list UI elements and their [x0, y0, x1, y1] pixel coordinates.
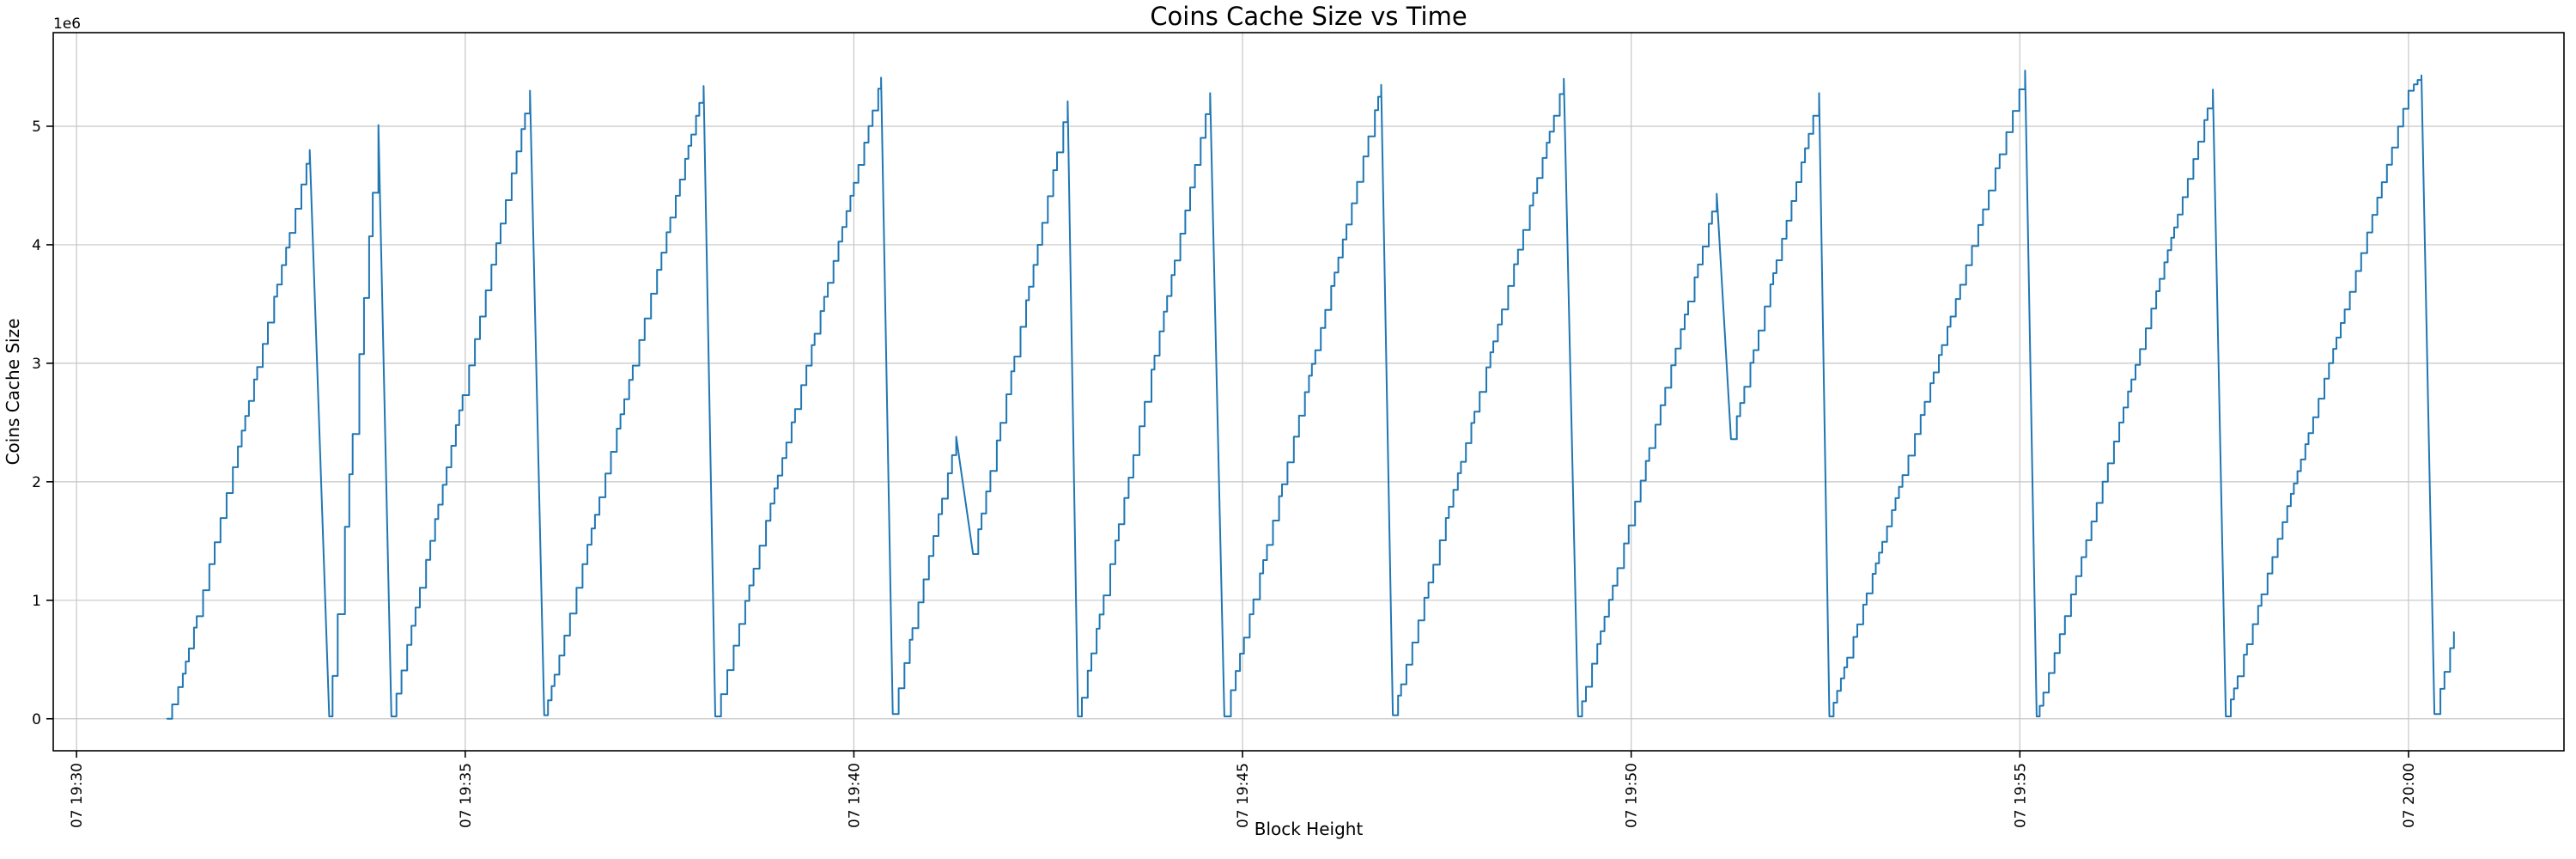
x-tick-label: 07 19:35: [458, 763, 475, 828]
y-tick-label: 3: [32, 356, 41, 373]
y-axis-label: Coins Cache Size: [3, 319, 23, 466]
y-axis-offset-label: 1e6: [53, 15, 81, 33]
x-tick-label: 07 19:40: [846, 763, 863, 828]
tick-layer: [46, 125, 2409, 758]
y-tick-label: 4: [32, 237, 41, 254]
y-tick-label: 1: [32, 593, 41, 610]
x-tick-label: 07 20:00: [2401, 763, 2418, 828]
x-tick-label: 07 19:30: [69, 763, 86, 828]
x-tick-label: 07 19:50: [1624, 763, 1641, 828]
chart-title: Coins Cache Size vs Time: [1150, 2, 1467, 31]
coins-cache-size-line: [166, 70, 2455, 720]
y-tick-label: 5: [32, 119, 41, 136]
grid-layer: [53, 33, 2564, 751]
x-tick-label: 07 19:55: [2012, 763, 2029, 828]
y-tick-label: 0: [32, 711, 41, 728]
x-tick-label: 07 19:45: [1235, 763, 1252, 828]
x-axis-label: Block Height: [1255, 819, 1364, 839]
plot-border: [52, 32, 2565, 752]
series-layer: [166, 70, 2455, 720]
y-tick-label: 2: [32, 474, 41, 491]
tick-label-layer: 07 19:30 07 19:35 07 19:40 07 19:45 07 19:50…: [32, 119, 2418, 828]
